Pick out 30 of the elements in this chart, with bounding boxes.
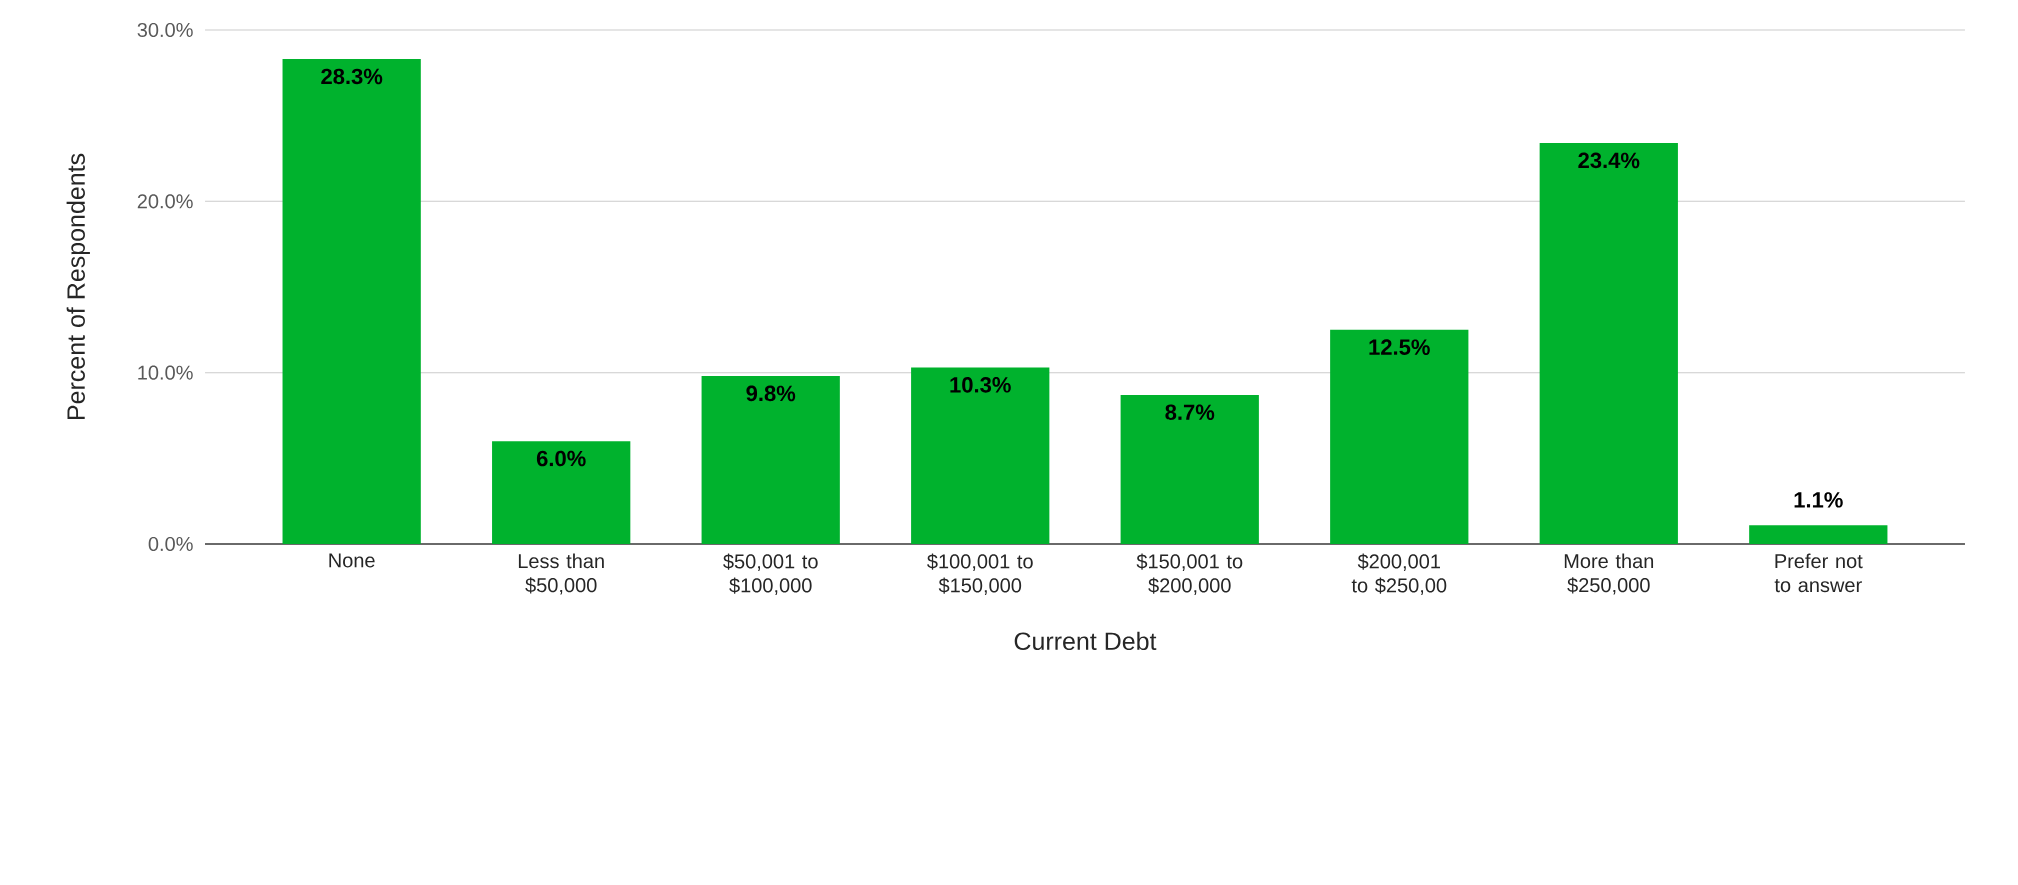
- data-label: 10.3%: [950, 377, 1011, 393]
- x-tick-label: $100,001 to $150,000: [927, 553, 1033, 595]
- bar: [282, 59, 421, 544]
- data-label: 23.4%: [1578, 152, 1640, 169]
- y-tick-label: 30.0%: [137, 22, 193, 38]
- bar: [1120, 394, 1259, 544]
- bar: [492, 441, 631, 544]
- data-label: 6.0%: [536, 450, 586, 467]
- y-axis-title: Percent of Respondents: [66, 153, 90, 420]
- data-label: 28.3%: [321, 68, 383, 85]
- data-label: 9.8%: [746, 385, 796, 402]
- data-label: 8.7%: [1165, 404, 1215, 421]
- bar: [1330, 329, 1469, 544]
- x-tick-label: $200,001 to $250,00: [1351, 553, 1447, 595]
- y-tick-label: 0.0%: [148, 536, 193, 552]
- bar: [701, 376, 840, 544]
- x-axis-title: Current Debt: [1014, 631, 1157, 651]
- x-tick-label: $50,001 to $100,000: [723, 553, 818, 595]
- x-tick-label: More than $250,000: [1564, 553, 1654, 595]
- data-label: 12.5%: [1369, 339, 1430, 355]
- bar: [1539, 143, 1678, 544]
- x-tick-label: None: [329, 553, 375, 568]
- x-tick-label: $150,001 to $200,000: [1136, 553, 1243, 595]
- data-label: 1.1%: [1794, 492, 1843, 508]
- x-tick-label: Prefer not to answer: [1774, 553, 1863, 593]
- x-tick-label: Less than $50,000: [518, 553, 604, 595]
- y-tick-label: 20.0%: [137, 194, 193, 209]
- bar: [911, 367, 1050, 544]
- y-tick-label: 10.0%: [138, 365, 193, 380]
- bar: [1749, 525, 1888, 544]
